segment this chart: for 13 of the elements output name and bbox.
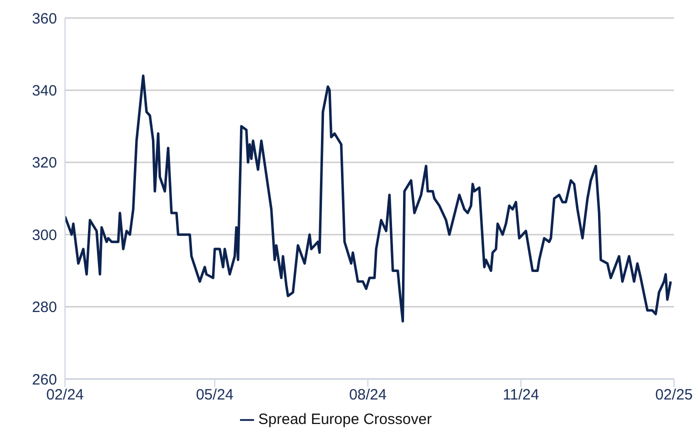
x-tick-label: 11/24: [502, 386, 540, 404]
x-tick-label: 05/24: [196, 386, 234, 404]
y-tick-label: 300: [32, 226, 57, 244]
y-tick-label: 340: [32, 82, 57, 100]
y-tick-label: 280: [32, 299, 57, 316]
legend-label: Spread Europe Crossover: [258, 411, 432, 428]
line-series: [65, 74, 672, 322]
y-tick-label: 360: [32, 10, 57, 28]
x-tick-label: 08/24: [349, 386, 387, 404]
x-tick-label: 02/25: [655, 386, 693, 404]
y-tick-label: 320: [32, 154, 57, 172]
x-tick-label: 02/24: [46, 386, 84, 404]
y-tick-label: 260: [32, 371, 57, 388]
